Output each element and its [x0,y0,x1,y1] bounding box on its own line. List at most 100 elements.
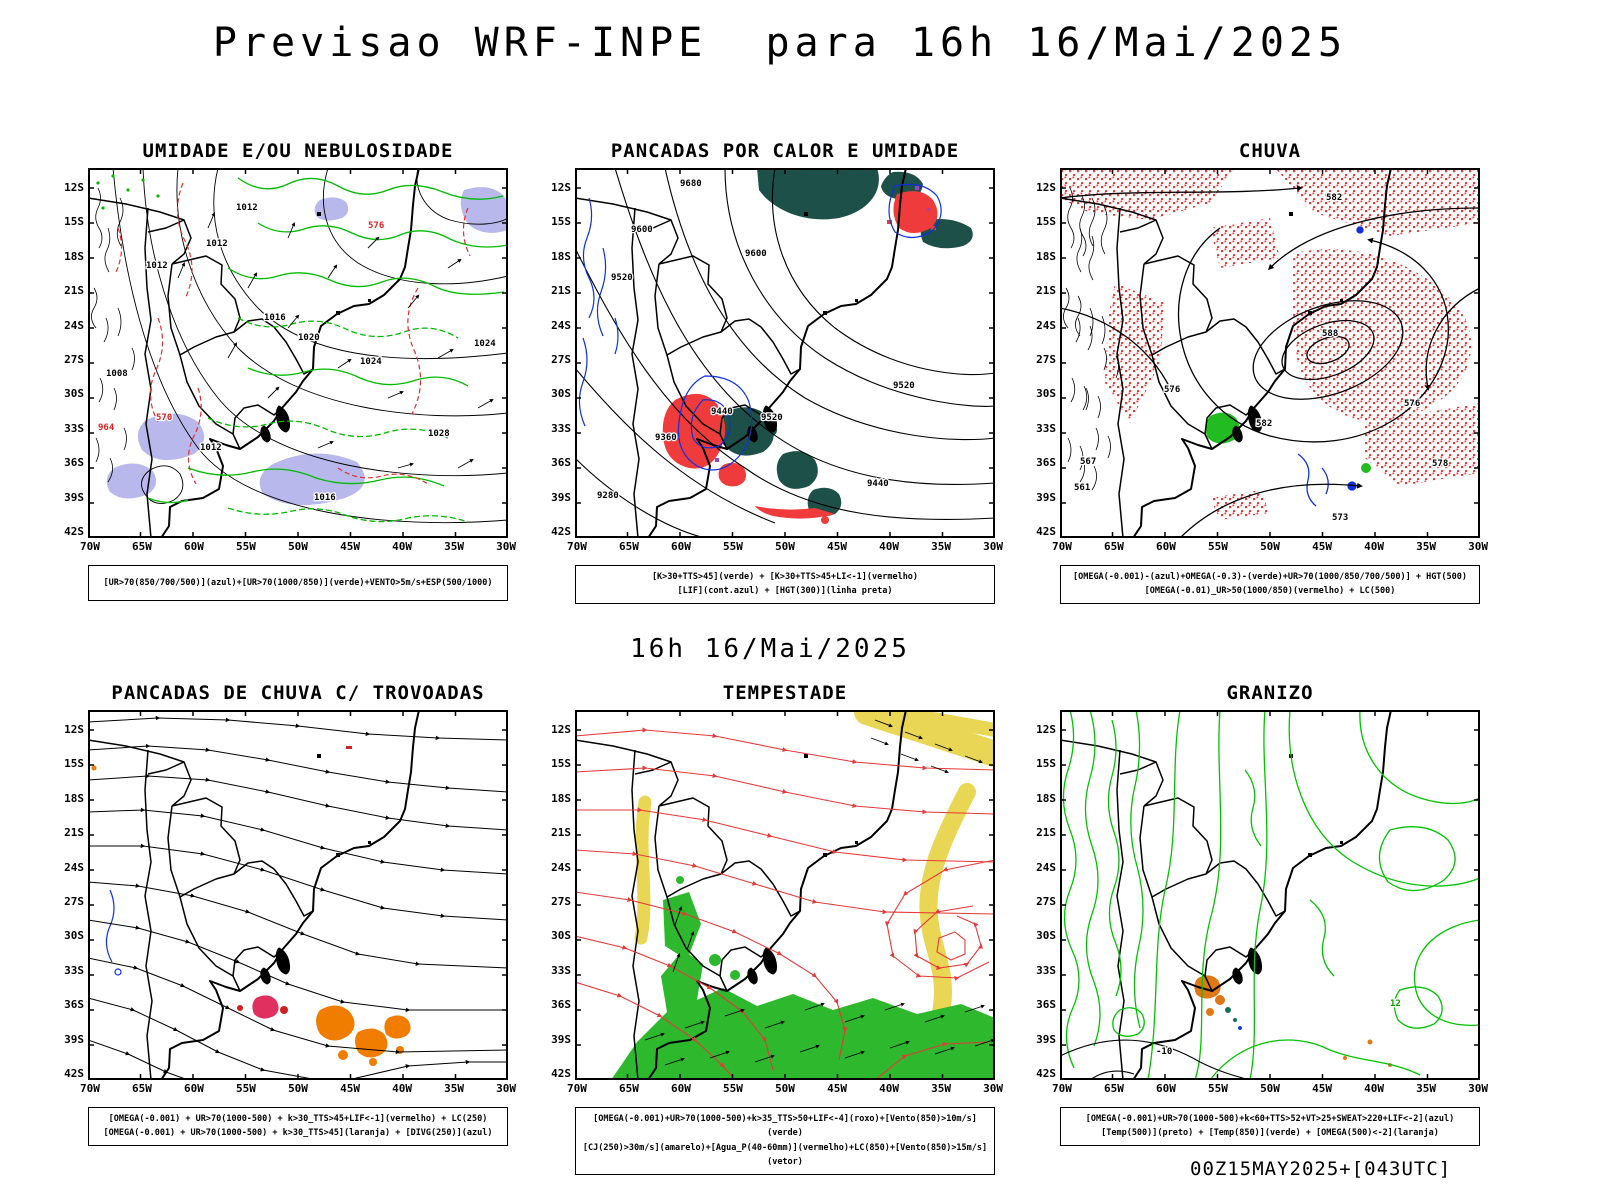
axis-tick-label: 30S [1036,387,1056,401]
contour-labels: 1012 1012 1012 1016 1020 1024 1024 1028 1008 1012… [97,202,498,505]
contour-label: 576 [368,221,384,231]
instability-green-areas [719,168,973,517]
axis-tick-label: 60W [184,1082,204,1095]
axis-tick-label: 21S [1036,826,1056,840]
contour-label: 1012 [146,261,168,271]
axis-tick-label: 30W [1468,540,1488,553]
axis-tick-label: 35W [931,1082,951,1095]
axis-tick-label: 24S [1036,860,1056,874]
longitude-axis: 70W 65W 60W 55W 50W 45W 40W 35W 30W [80,1082,516,1095]
trovoada-red-areas [237,746,352,1019]
divg-blue-contours [105,889,122,976]
contour-label: 567 [1080,457,1096,467]
contour-label: 9520 [893,381,915,391]
axis-tick-label: 18S [64,791,84,805]
humidity-shading [106,187,508,506]
legend-line: [LIF](cont.azul) + [HGT(300)](linha pret… [677,586,893,597]
axis-tick-label: 30W [496,540,516,553]
axis-tick-label: 60W [184,540,204,553]
legend-caption: [UR>70(850/700/500)](azul)+[UR>70(1000/8… [88,565,508,601]
axis-tick-label: 27S [64,894,84,908]
axis-tick-label: 36S [1036,456,1056,470]
axis-tick-label: 70W [1052,1082,1072,1095]
axis-tick-label: 70W [80,1082,100,1095]
axis-tick-label: 24S [1036,318,1056,332]
axis-tick-label: 36S [1036,998,1056,1012]
axis-tick-label: 70W [567,1082,587,1095]
axis-tick-label: 40W [1364,1082,1384,1095]
axis-tick-label: 27S [551,894,571,908]
axis-tick-label: 12S [64,723,84,736]
latitude-axis: 12S 15S 18S 21S 24S 27S 30S 33S 36S 39S 42S [58,168,88,538]
valid-time-label: 16h 16/Mai/2025 [630,634,910,664]
axis-tick-label: 30W [983,1082,1003,1095]
axis-tick-label: 15S [64,215,84,229]
axis-tick-label: 65W [132,540,152,553]
hgt500-streamlines [1060,185,1480,538]
axis-tick-label: 35W [1416,540,1436,553]
latitude-axis: 12S 15S 18S 21S 24S 27S 30S 33S 36S 39S 42S [58,710,88,1080]
axis-tick-label: 50W [288,1082,308,1095]
panel-title: PANCADAS DE CHUVA C/ TROVOADAS [111,682,485,704]
axis-tick-label: 12S [551,723,571,736]
axis-tick-label: 36S [64,998,84,1012]
axis-tick-label: 39S [1036,1032,1056,1046]
contour-label: 9600 [631,225,653,235]
contour-label: 1016 [264,313,286,323]
axis-tick-label: 27S [551,352,571,366]
contour-label: 1028 [428,429,450,439]
axis-tick-label: 35W [444,540,464,553]
panel-chuva: CHUVA 12S 15S 18S 21S 24S 27S 30S 33S 36S 39S 42S [1030,140,1500,604]
axis-tick-label: 40W [1364,540,1384,553]
longitude-axis: 70W 65W 60W 55W 50W 45W 40W 35W 30W [567,540,1003,553]
axis-tick-label: 40W [879,540,899,553]
contour-label: 1024 [360,357,382,367]
contour-label: -10 [1156,1047,1172,1057]
omega-green-areas [1205,412,1371,473]
axis-tick-label: 24S [64,860,84,874]
panel-title: GRANIZO [1226,682,1314,704]
axis-tick-label: 60W [1156,540,1176,553]
axis-tick-label: 70W [567,540,587,553]
axis-tick-label: 35W [1416,1082,1436,1095]
axis-tick-label: 21S [551,284,571,298]
wind-arrows [177,212,494,469]
legend-line: [OMEGA(-0.001)+UR>70(1000-500)+k>35_TTS>… [593,1114,977,1139]
axis-tick-label: 33S [64,963,84,977]
contour-label: 12 [1390,999,1401,1009]
lc850-red-streamlines [575,727,995,1080]
contour-label: 1012 [236,203,258,213]
axis-tick-label: 45W [340,540,360,553]
axis-tick-label: 60W [1156,1082,1176,1095]
temp500-black-contours [1060,1039,1251,1080]
contour-label: 570 [156,413,172,423]
axis-tick-label: 12S [1036,723,1056,736]
axis-tick-label: 42S [64,524,84,538]
panel-pancadas-calor-umidade: PANCADAS POR CALOR E UMIDADE 12S 15S 18S 21… [545,140,1015,604]
contour-label: 573 [1332,513,1348,523]
axis-tick-label: 30S [64,387,84,401]
axis-tick-label: 21S [64,284,84,298]
axis-tick-label: 18S [551,249,571,263]
axis-tick-label: 24S [551,860,571,874]
axis-tick-label: 40W [392,1082,412,1095]
axis-tick-label: 65W [1104,540,1124,553]
axis-tick-label: 35W [931,540,951,553]
panel-title: PANCADAS POR CALOR E UMIDADE [610,140,960,162]
legend-line: [CJ(250)>30m/s](amarelo)+[Agua_P(40-60mm… [582,1142,988,1168]
green-speckles [96,174,160,210]
axis-tick-label: 55W [236,540,256,553]
contour-label: 9440 [867,479,889,489]
omega-blue-contours [1297,226,1364,507]
axis-tick-label: 42S [64,1066,84,1080]
granizo-teal-specks [1225,1007,1242,1030]
axis-tick-label: 18S [1036,249,1056,263]
temp850-green-contours [1062,710,1480,1080]
axis-tick-label: 35W [444,1082,464,1095]
legend-line: [K>30+TTS>45](verde) + [K>30+TTS>45+LI<-… [651,572,919,582]
axis-tick-label: 65W [619,1082,639,1095]
axis-tick-label: 15S [64,757,84,771]
axis-tick-label: 15S [551,215,571,229]
granizo-orange-areas [1194,975,1392,1067]
contour-labels: 12 -10 [1155,998,1402,1059]
